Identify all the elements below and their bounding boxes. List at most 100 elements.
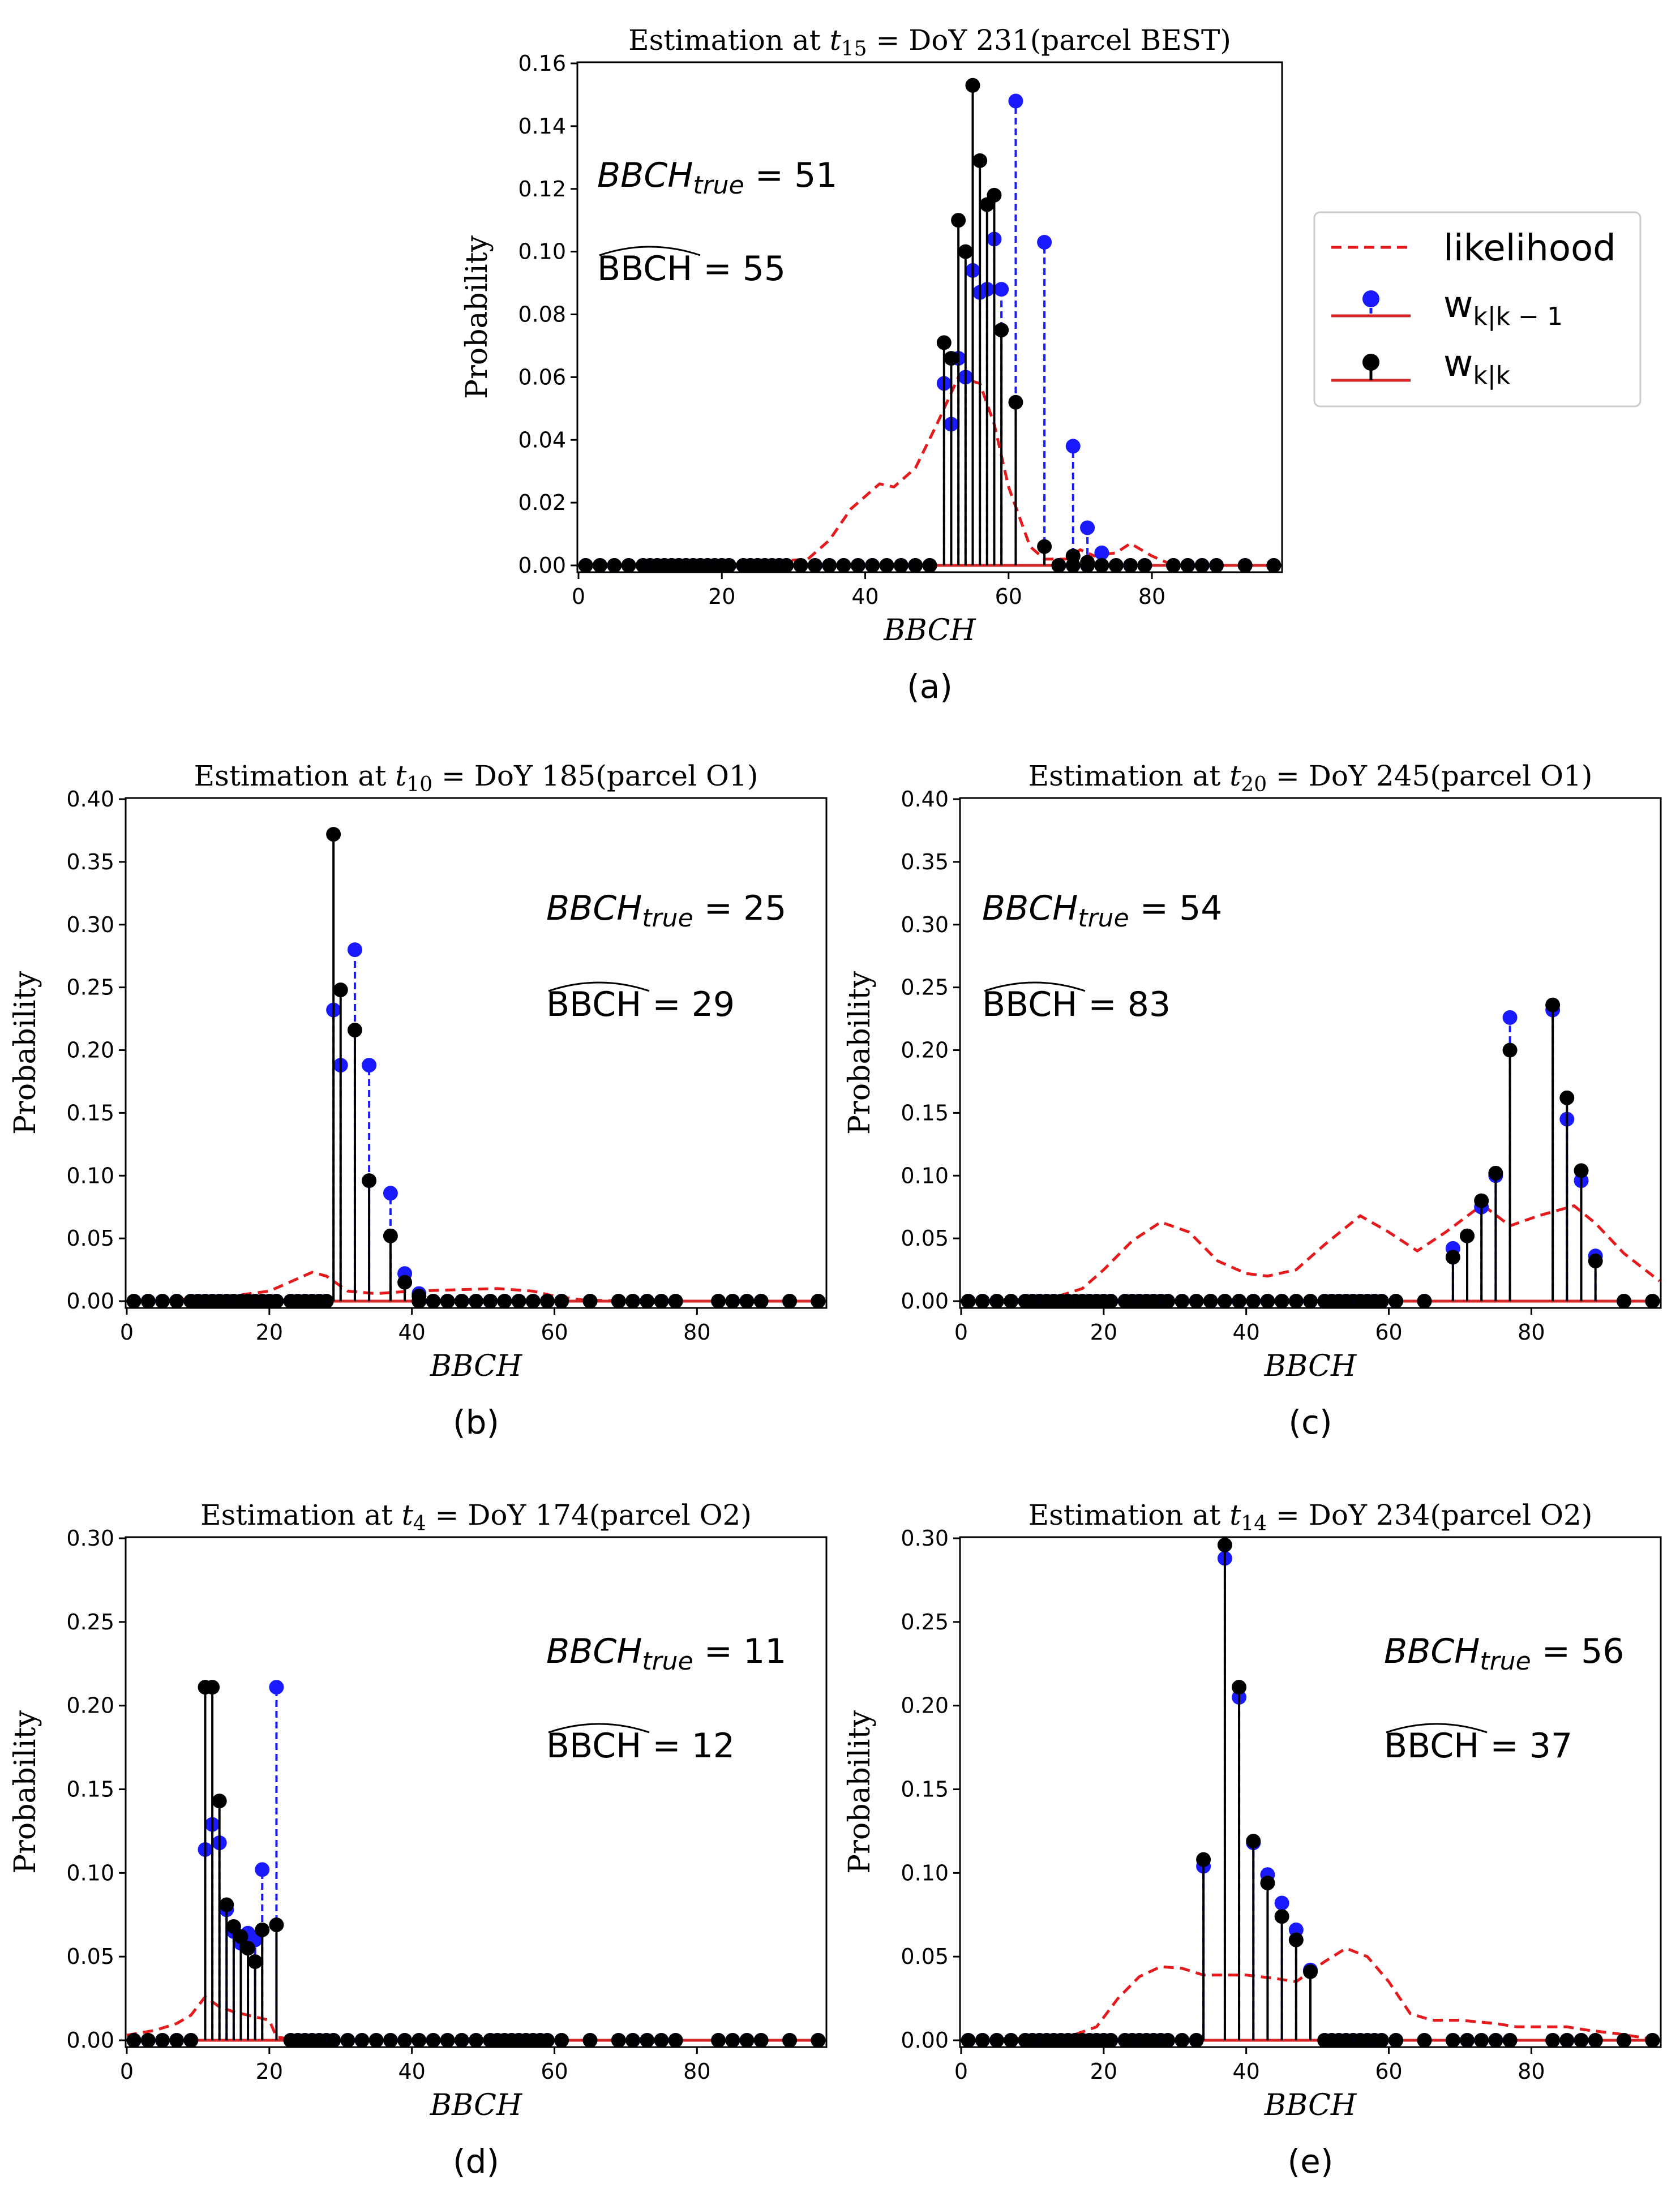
posterior-marker [965,78,980,93]
posterior-marker [1488,1165,1503,1181]
y-tick-label: 0.05 [901,1944,949,1969]
posterior-marker-zero [1445,2033,1460,2047]
subplot-e: Estimation at t14 = DoY 234(parcel O2) 0.… [843,1499,1662,2181]
posterior-marker-zero [169,2033,185,2047]
posterior-marker-zero [865,558,880,572]
posterior-marker-zero [607,558,622,572]
bbch-hat-annotation: BBCH = 55 [597,249,786,289]
posterior-marker-zero [1266,558,1282,572]
posterior-marker [944,351,959,366]
y-tick-label: 0.20 [901,1038,949,1063]
plot-frame [125,797,828,1309]
x-tick-label: 80 [1138,584,1165,609]
posterior-marker-zero [140,1294,156,1308]
posterior-marker-zero [140,2033,156,2047]
posterior-marker-zero [1574,2033,1589,2047]
posterior-marker-zero [668,1294,683,1308]
y-tick-label: 0.10 [901,1860,949,1885]
posterior-marker-zero [711,1294,726,1308]
posterior-marker-zero [1175,1294,1190,1308]
posterior-marker-zero [554,1294,569,1308]
y-tick-label: 0.06 [518,364,566,389]
posterior-marker-zero [1559,2033,1575,2047]
x-tick-label: 40 [1232,2059,1259,2084]
posterior-marker-zero [625,2033,641,2047]
posterior-marker-zero [961,2033,976,2047]
posterior-marker [1065,548,1081,564]
posterior-marker-zero [753,2033,769,2047]
posterior-marker-zero [412,2033,427,2047]
posterior-marker-zero [725,1294,740,1308]
y-tick-label: 0.00 [901,2028,949,2053]
bbch-true-annotation: BBCHtrue = 25 [546,889,786,933]
y-tick-label: 0.30 [901,912,949,937]
y-tick-label: 0.16 [518,51,566,76]
plot-title-c: Estimation at t20 = DoY 245(parcel O1) [1028,760,1593,796]
posterior-marker-zero [469,1294,483,1308]
posterior-marker-zero [739,2033,755,2047]
legend-posterior-label: wk|k [1443,343,1511,390]
prior-marker [1274,1895,1289,1911]
posterior-marker-zero [511,1294,526,1308]
posterior-marker-zero [922,558,937,572]
plot-title-b: Estimation at t10 = DoY 185(parcel O1) [194,760,758,796]
hat-accent [599,246,701,256]
y-axis-label: Probability [843,971,877,1135]
plot-area [126,827,826,1308]
posterior-marker-zero [793,558,808,572]
hat-accent [548,1723,650,1734]
prior-marker [347,942,362,958]
posterior-marker-zero [1417,1294,1432,1308]
subplot-caption: (b) [453,1403,499,1441]
prior-marker [383,1186,398,1201]
posterior-marker [412,1289,427,1304]
posterior-marker-zero [975,1294,990,1308]
posterior-marker-zero [183,2033,199,2047]
y-tick-label: 0.10 [901,1163,949,1188]
y-tick-label: 0.15 [66,1777,114,1802]
posterior-marker-zero [1209,558,1224,572]
y-tick-label: 0.15 [66,1100,114,1125]
posterior-marker-zero [155,2033,170,2047]
posterior-marker [1545,997,1561,1013]
y-tick-label: 0.10 [66,1163,114,1188]
x-tick-label: 20 [708,584,735,609]
posterior-marker-zero [354,2033,370,2047]
x-axis-label: BBCH [1264,1349,1357,1383]
posterior-marker-zero [440,2033,455,2047]
likelihood-curve [578,375,1281,567]
y-tick-label: 0.20 [901,1693,949,1718]
subplot-caption: (e) [1288,2142,1334,2181]
posterior-marker-zero [989,1294,1004,1308]
posterior-marker [1574,1163,1589,1178]
y-tick-label: 0.00 [66,2028,114,2053]
y-axis-label: Probability [8,1710,42,1874]
posterior-marker [951,213,966,228]
posterior-marker-zero [1203,1294,1218,1308]
x-tick-label: 40 [398,1320,425,1345]
posterior-marker [1008,394,1023,410]
posterior-marker-zero [1260,1294,1275,1308]
x-tick-label: 60 [1375,2059,1402,2084]
prior-marker [1502,1010,1518,1025]
posterior-marker [326,827,341,842]
y-tick-label: 0.30 [66,1526,114,1551]
bbch-hat-annotation: BBCH = 37 [1384,1726,1572,1766]
posterior-marker [247,1954,263,1970]
y-tick-label: 0.02 [518,490,566,515]
posterior-marker-zero [269,1294,284,1308]
posterior-marker-zero [426,1294,441,1308]
posterior-marker [1217,1537,1232,1552]
posterior-marker [219,1897,234,1912]
y-tick-label: 0.30 [66,912,114,937]
x-tick-label: 60 [995,584,1022,609]
x-tick-label: 0 [954,1320,968,1345]
posterior-marker-zero [668,2033,683,2047]
posterior-marker-zero [739,1294,755,1308]
prior-marker [269,1680,284,1695]
posterior-marker-zero [1460,2033,1475,2047]
y-tick-label: 0.05 [66,1944,114,1969]
posterior-marker-zero [1545,2033,1561,2047]
subplot-d: Estimation at t4 = DoY 174(parcel O2) 0.0… [8,1499,828,2181]
posterior-marker-zero [640,1294,655,1308]
